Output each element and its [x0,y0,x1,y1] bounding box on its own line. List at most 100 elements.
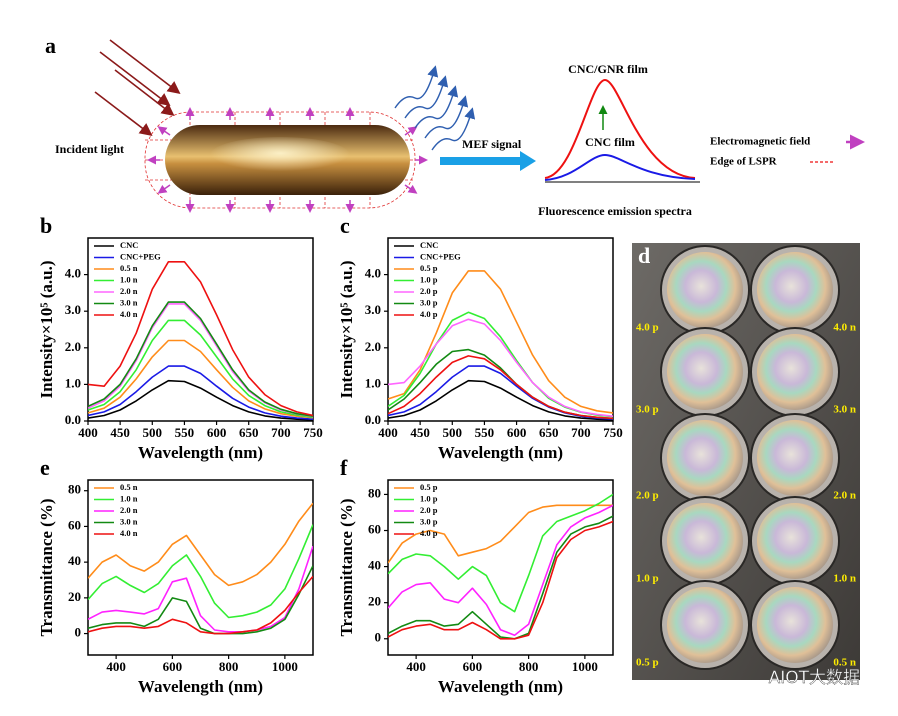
series-line [388,515,613,640]
y-tick-label: 20 [68,589,81,604]
legend-label: CNC+PEG [420,251,461,261]
x-axis-title: Wavelength (nm) [438,443,563,462]
series-line [88,545,313,633]
watermark: AIOT大数据 [769,668,860,688]
panel-letter: a [45,33,56,58]
legend-label: CNC [420,240,438,250]
lspr-edge-label: Edge of LSPR [710,156,778,168]
x-tick-label: 400 [406,659,426,674]
legend-label: 1.0 n [120,493,138,503]
legend-label: 3.0 n [120,516,138,526]
sample-label: 0.5 n [833,657,856,669]
series-line [88,575,313,635]
series-line [388,355,613,420]
x-tick-label: 450 [110,425,130,440]
series-line [88,365,313,420]
series-line [88,524,313,619]
dish-film [757,252,833,328]
incident-arrows [94,39,181,136]
x-tick-label: 550 [475,425,495,440]
y-tick-label: 60 [68,517,81,532]
y-tick-label: 4.0 [65,266,81,281]
panel-letter: f [340,455,348,480]
dish-film [667,587,743,663]
legend-label: 2.0 n [120,505,138,515]
em-field-label: Electromagnetic field [710,136,810,148]
x-tick-label: 450 [410,425,430,440]
x-tick-label: 1000 [272,659,298,674]
y-axis-title: Intensity×10⁵ (a.u.) [37,260,56,398]
legend-label: CNC+PEG [120,251,161,261]
y-tick-label: 2.0 [65,339,81,354]
x-tick-label: 600 [507,425,527,440]
x-tick-label: 750 [603,425,623,440]
x-tick-label: 800 [219,659,239,674]
cnc-spectrum [544,153,696,181]
series-line [88,261,313,417]
legend-label: 0.5 n [120,482,138,492]
sample-label: 2.0 p [636,490,659,502]
series-line [388,318,613,417]
legend-label: 0.5 p [420,482,438,492]
y-tick-label: 80 [68,482,81,497]
series-line [388,520,613,640]
series-line [88,303,313,418]
spectra-caption: Fluorescence emission spectra [538,204,692,218]
y-tick-label: 0 [75,625,82,640]
x-tick-label: 500 [143,425,163,440]
series-line [388,379,613,421]
x-tick-label: 800 [519,659,539,674]
panel-letter: e [40,455,50,480]
panel-d: d 4.0 p 4.0 n 3.0 p 3.0 n 2.0 p 2.0 n 1.0 p 1.0… [632,243,860,680]
chart: b 400 450 500 550 600 650 700 750 0.0 1.0 2.0 3.0 4.0… [37,213,323,462]
field-arrows [147,107,428,213]
y-tick-label: 1.0 [65,375,81,390]
x-tick-label: 650 [239,425,259,440]
x-tick-label: 600 [463,659,483,674]
y-tick-label: 0.0 [65,412,81,427]
cnc-gnr-film-label: CNC/GNR film [568,62,648,76]
x-tick-label: 750 [303,425,323,440]
dish-film [757,503,833,579]
x-axis-title: Wavelength (nm) [438,677,563,696]
legend-label: 2.0 p [420,505,438,515]
legend-label: 2.0 p [420,286,438,296]
legend-label: 3.0 n [120,297,138,307]
series-line [88,339,313,419]
y-axis-title: Transmittance (%) [337,498,356,636]
series-line [88,301,313,417]
legend-label: 4.0 n [120,528,138,538]
legend-label: 0.5 n [120,263,138,273]
dish-film [757,420,833,496]
sample-label: 4.0 n [833,322,856,334]
chart: c 400 450 500 550 600 650 700 750 0.0 1.0 2.0 3.0 4.0… [337,213,623,462]
x-axis-title: Wavelength (nm) [138,677,263,696]
cnc-gnr-spectrum [544,78,696,179]
chart: e 400 600 800 1000 0 20 40 60 80 Wavelength (nm) Tr… [37,455,314,696]
y-tick-label: 60 [368,521,381,536]
x-tick-label: 600 [207,425,227,440]
sample-label: 1.0 p [636,573,659,585]
dish-film [667,252,743,328]
legend-label: 2.0 n [120,286,138,296]
legend-label: 0.5 p [420,263,438,273]
legend-label: 4.0 p [420,309,438,319]
y-tick-label: 0.0 [365,412,381,427]
series-line [388,504,613,564]
legend-label: CNC [120,240,138,250]
legend-label: 3.0 p [420,516,438,526]
x-tick-label: 600 [163,659,183,674]
series-line [88,379,313,421]
series-line [88,565,313,635]
mef-arrow [440,151,536,171]
rod-glow [210,137,350,173]
x-axis-title: Wavelength (nm) [138,443,263,462]
legend-label: 1.0 n [120,274,138,284]
series-line [388,348,613,420]
dish-film [757,334,833,410]
panel-letter: b [40,213,52,238]
panel-letter: c [340,213,350,238]
y-tick-label: 80 [368,485,381,500]
series-line [388,493,613,613]
